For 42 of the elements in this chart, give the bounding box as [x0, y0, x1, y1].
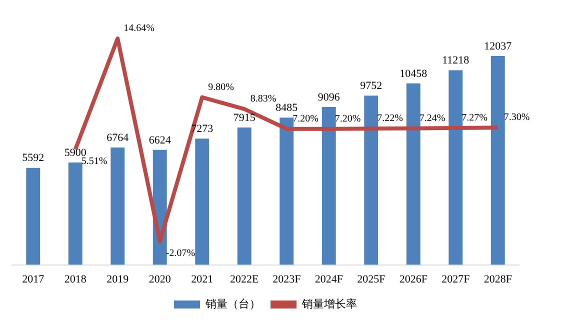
data-label: 10458	[400, 68, 428, 80]
data-label: 9752	[360, 80, 382, 92]
x-tick-label: 2021	[191, 273, 214, 286]
bar	[195, 138, 210, 265]
data-label: 14.64%	[124, 23, 154, 34]
data-label: 12037	[484, 40, 512, 52]
x-tick-label: 2017	[22, 273, 45, 286]
data-label: 7.20%	[292, 113, 318, 124]
data-label: 7.20%	[334, 113, 361, 124]
x-tick-label: 2019	[106, 273, 130, 286]
legend-label: 销量（台）	[204, 297, 260, 310]
bar	[406, 83, 420, 265]
x-tick-label: 2018	[64, 273, 87, 286]
data-label: 9096	[318, 91, 340, 104]
bar	[490, 56, 505, 265]
legend-label: 销量增长率	[301, 297, 357, 310]
data-label: 5592	[22, 152, 44, 164]
data-label: 8485	[276, 102, 298, 114]
bar	[26, 168, 40, 265]
x-tick-label: 2023F	[272, 273, 301, 286]
bar	[237, 128, 252, 265]
bar	[322, 107, 336, 265]
x-tick-label: 2020	[148, 273, 172, 286]
bar	[68, 162, 82, 265]
data-label: 6624	[148, 134, 172, 146]
data-label: 7.24%	[419, 112, 446, 124]
data-label: 7915	[233, 112, 256, 124]
bar	[364, 96, 378, 265]
x-tick-label: 2028F	[484, 273, 512, 286]
x-tick-label: 2024F	[314, 273, 343, 286]
x-tick-label: 2026F	[399, 273, 428, 286]
bar	[280, 118, 294, 265]
x-tick-label: 2027F	[442, 273, 470, 286]
x-tick-label: 2022E	[230, 273, 260, 286]
data-label: 7.30%	[504, 112, 530, 124]
data-label: 6764	[106, 132, 130, 144]
bar	[448, 70, 463, 265]
data-label: 8.83%	[250, 94, 276, 105]
data-label: 9.80%	[208, 82, 234, 93]
bar	[110, 147, 125, 265]
x-tick-label: 2025F	[357, 273, 386, 286]
data-label: 11218	[442, 54, 470, 67]
